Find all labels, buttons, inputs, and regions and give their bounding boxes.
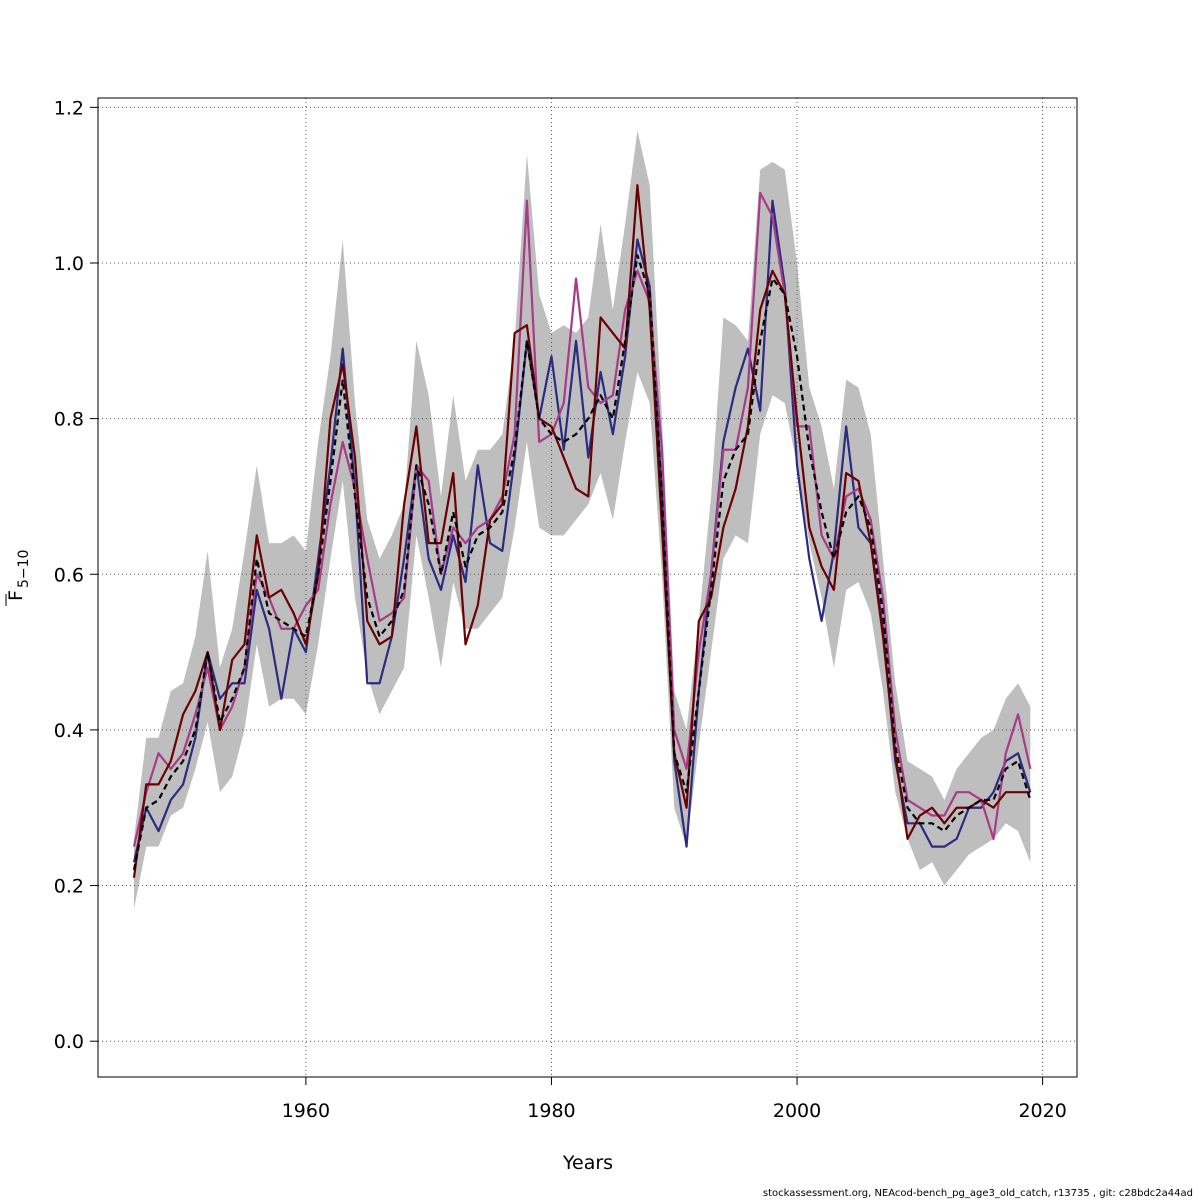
y-tick-label: 0.2: [54, 876, 84, 898]
x-tick-label: 2000: [773, 1100, 821, 1122]
y-tick-label: 0.4: [54, 720, 84, 742]
y-tick-label: 0.8: [54, 409, 84, 431]
y-tick-label: 0.0: [54, 1031, 84, 1053]
x-tick-label: 1980: [527, 1100, 575, 1122]
y-axis-label-group: F 5−10: [5, 550, 32, 606]
confidence-band: [133, 130, 1031, 909]
y-axis-label: F: [5, 590, 27, 601]
y-tick-label: 1.2: [54, 97, 84, 119]
y-tick-label: 1.0: [54, 253, 84, 275]
plot-frame: [97, 97, 1078, 1078]
series-line: [132, 184, 1031, 878]
x-axis-label: Years: [562, 1152, 613, 1174]
y-tick-label: 0.6: [54, 564, 84, 586]
series-line: [132, 254, 1032, 871]
y-axis-label-subscript: 5−10: [16, 550, 32, 588]
footer: stockassessment.org, NEAcod-bench_pg_age…: [763, 1188, 1193, 1199]
x-tick-label: 1960: [282, 1100, 330, 1122]
x-tick-label: 2020: [1018, 1100, 1066, 1122]
series-line: [132, 191, 1032, 847]
